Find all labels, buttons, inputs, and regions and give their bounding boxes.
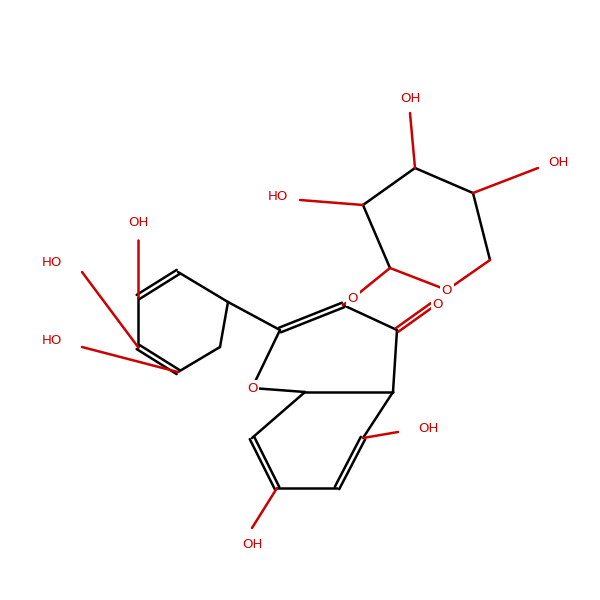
Text: HO: HO <box>268 191 288 203</box>
Text: OH: OH <box>400 91 420 104</box>
Text: OH: OH <box>418 421 439 434</box>
Text: OH: OH <box>242 539 262 551</box>
Text: OH: OH <box>548 155 568 169</box>
Text: O: O <box>247 382 257 395</box>
Text: HO: HO <box>41 334 62 346</box>
Text: O: O <box>348 292 358 304</box>
Text: OH: OH <box>128 215 148 229</box>
Text: O: O <box>432 298 443 311</box>
Text: O: O <box>442 283 452 296</box>
Text: HO: HO <box>41 256 62 269</box>
